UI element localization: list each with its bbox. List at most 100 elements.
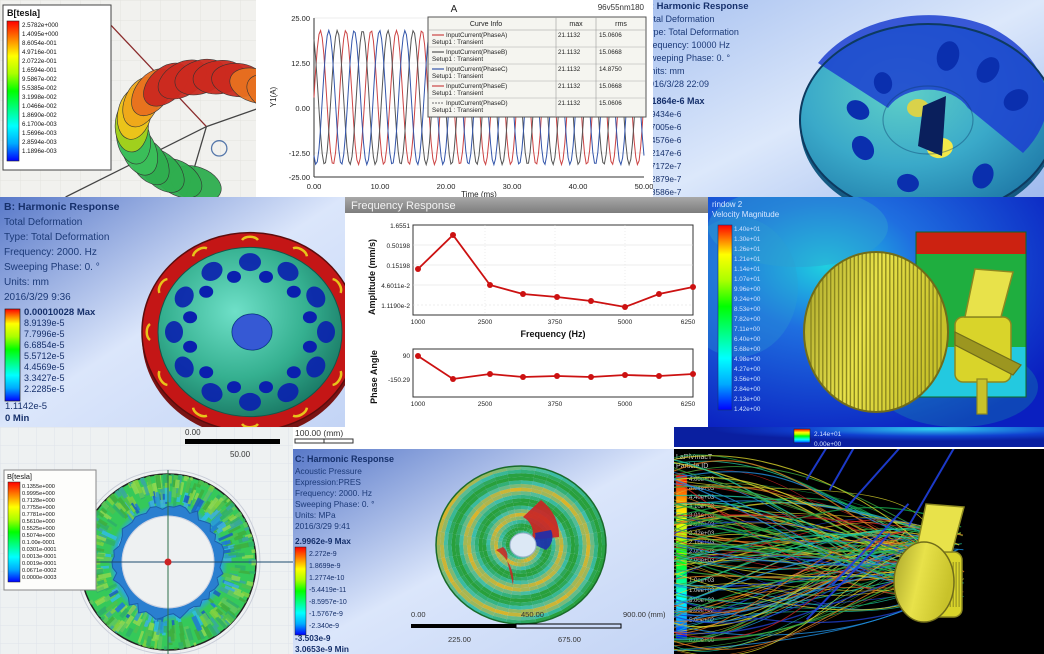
svg-text:20.00: 20.00: [437, 182, 456, 191]
svg-text:C: Harmonic Response: C: Harmonic Response: [295, 454, 394, 464]
svg-text:Amplitude (mm/s): Amplitude (mm/s): [367, 239, 377, 315]
svg-text:2.0722e-001: 2.0722e-001: [22, 58, 57, 65]
svg-text:3.0653e-9 Min: 3.0653e-9 Min: [295, 644, 349, 654]
svg-text:Units: mm: Units: mm: [4, 277, 49, 288]
svg-text:21.1132: 21.1132: [558, 66, 581, 73]
svg-text:0.00010028 Max: 0.00010028 Max: [24, 307, 96, 318]
svg-text:Setup1 : Transient: Setup1 : Transient: [432, 90, 483, 97]
svg-text:rindow 2: rindow 2: [712, 200, 743, 209]
svg-text:Setup1 : Transient: Setup1 : Transient: [432, 39, 483, 46]
svg-text:0.00: 0.00: [307, 182, 322, 191]
svg-text:2016/3/29 9:41: 2016/3/29 9:41: [295, 521, 351, 531]
svg-text:2.14e+01: 2.14e+01: [814, 431, 842, 438]
svg-text:1000: 1000: [411, 401, 426, 408]
svg-text:2500: 2500: [478, 401, 493, 408]
svg-text:1.1896e-003: 1.1896e-003: [22, 148, 57, 155]
svg-text:15.0668: 15.0668: [599, 83, 622, 90]
svg-text:4.27e+00: 4.27e+00: [734, 366, 761, 373]
svg-text:Velocity Magnitude: Velocity Magnitude: [712, 210, 780, 219]
svg-text:B: Harmonic Response: B: Harmonic Response: [653, 1, 749, 12]
svg-text:1.0466e-002: 1.0466e-002: [22, 103, 57, 110]
svg-text:4.4569e-5: 4.4569e-5: [24, 362, 65, 372]
svg-text:InputCurrent(PhaseB): InputCurrent(PhaseB): [446, 49, 507, 56]
svg-text:3750: 3750: [548, 401, 563, 408]
svg-text:Frequency Response: Frequency Response: [351, 200, 456, 212]
svg-text:15.0606: 15.0606: [599, 100, 622, 107]
svg-text:2.8594e-003: 2.8594e-003: [22, 139, 57, 146]
svg-text:1.40e+01: 1.40e+01: [734, 226, 761, 233]
svg-text:6.40e+00: 6.40e+00: [734, 336, 761, 343]
svg-text:0.0013e-0001: 0.0013e-0001: [22, 554, 57, 560]
svg-text:100.00 (mm): 100.00 (mm): [295, 428, 343, 438]
svg-text:-150.29: -150.29: [388, 377, 410, 384]
svg-text:rms: rms: [615, 21, 627, 28]
svg-text:3.3427e-5: 3.3427e-5: [24, 373, 65, 383]
svg-text:0.15198: 0.15198: [387, 263, 411, 270]
svg-text:Frequency: 2000. Hz: Frequency: 2000. Hz: [295, 488, 372, 498]
svg-text:1.8690e-002: 1.8690e-002: [22, 112, 57, 119]
svg-text:0.0671e-0002: 0.0671e-0002: [22, 568, 57, 574]
svg-text:5000: 5000: [618, 401, 633, 408]
svg-text:50.00: 50.00: [230, 450, 251, 459]
svg-text:-8.5957e-10: -8.5957e-10: [309, 599, 347, 606]
svg-text:Y1(A): Y1(A): [269, 86, 278, 107]
svg-text:Setup1 : Transient: Setup1 : Transient: [432, 56, 483, 63]
svg-text:3.1998e-002: 3.1998e-002: [22, 94, 57, 101]
svg-text:1.6551: 1.6551: [390, 223, 410, 230]
svg-text:1.42e+00: 1.42e+00: [734, 406, 761, 413]
svg-text:0.7781e+000: 0.7781e+000: [22, 512, 55, 518]
svg-text:Sweeping Phase: 0. °: Sweeping Phase: 0. °: [653, 53, 731, 63]
svg-text:9.7172e-7: 9.7172e-7: [653, 161, 682, 171]
svg-text:Frequency (Hz): Frequency (Hz): [520, 329, 585, 339]
svg-text:-12.50: -12.50: [289, 149, 310, 158]
svg-text:1.2147e-6: 1.2147e-6: [653, 148, 682, 158]
svg-text:2.84e+00: 2.84e+00: [734, 386, 761, 393]
svg-text:Phase Angle: Phase Angle: [369, 350, 379, 404]
svg-text:1.5696e-003: 1.5696e-003: [22, 130, 57, 137]
svg-text:1.26e+01: 1.26e+01: [734, 246, 761, 253]
svg-text:InputCurrent(PhaseE): InputCurrent(PhaseE): [446, 83, 507, 90]
svg-text:21.1132: 21.1132: [558, 83, 581, 90]
svg-text:Type: Total Deformation: Type: Total Deformation: [4, 232, 109, 243]
svg-text:B[tesla]: B[tesla]: [7, 8, 40, 18]
svg-text:1.1142e-5: 1.1142e-5: [5, 401, 47, 412]
svg-text:50.00: 50.00: [635, 182, 653, 191]
svg-text:21.1132: 21.1132: [558, 100, 581, 107]
svg-text:0 Min: 0 Min: [5, 413, 29, 424]
svg-text:Frequency: 2000. Hz: Frequency: 2000. Hz: [4, 247, 97, 258]
svg-text:6250: 6250: [681, 401, 696, 408]
svg-text:12.50: 12.50: [291, 59, 310, 68]
svg-text:1.4576e-6: 1.4576e-6: [653, 135, 682, 145]
svg-text:max: max: [569, 21, 583, 28]
svg-text:Units: mm: Units: mm: [653, 66, 685, 76]
svg-text:Units: MPa: Units: MPa: [295, 510, 336, 520]
svg-text:30.00: 30.00: [503, 182, 522, 191]
svg-text:InputCurrent(PhaseC): InputCurrent(PhaseC): [446, 66, 508, 73]
svg-text:225.00: 225.00: [448, 635, 471, 644]
svg-text:Setup1 : Transient: Setup1 : Transient: [432, 73, 483, 80]
svg-text:A: A: [451, 4, 458, 15]
svg-text:0.7128e+000: 0.7128e+000: [22, 498, 55, 504]
svg-text:15.0606: 15.0606: [599, 32, 622, 39]
svg-text:Type: Total Deformation: Type: Total Deformation: [653, 27, 739, 37]
svg-text:1.2774e-10: 1.2774e-10: [309, 575, 345, 582]
svg-text:0.1355e+000: 0.1355e+000: [22, 484, 55, 490]
svg-text:96v55nm180: 96v55nm180: [598, 3, 645, 12]
svg-text:0.0019e-0001: 0.0019e-0001: [22, 561, 57, 567]
svg-text:0.7755e+000: 0.7755e+000: [22, 505, 55, 511]
svg-text:5000: 5000: [618, 319, 633, 326]
svg-text:7.7996e-5: 7.7996e-5: [24, 329, 65, 339]
svg-text:1.6594e-001: 1.6594e-001: [22, 67, 57, 74]
svg-text:InputCurrent(PhaseA): InputCurrent(PhaseA): [446, 32, 507, 39]
svg-text:8.53e+00: 8.53e+00: [734, 306, 761, 313]
svg-text:7.82e+00: 7.82e+00: [734, 316, 761, 323]
svg-text:Total Deformation: Total Deformation: [4, 217, 82, 228]
svg-text:1.8699e-9: 1.8699e-9: [309, 563, 341, 570]
svg-text:Setup1 : Transient: Setup1 : Transient: [432, 107, 483, 114]
svg-text:5.5712e-5: 5.5712e-5: [24, 351, 65, 361]
svg-text:25.00: 25.00: [291, 14, 310, 23]
svg-text:450.00: 450.00: [521, 610, 544, 619]
svg-text:Total Deformation: Total Deformation: [653, 14, 715, 24]
svg-text:1.7005e-6: 1.7005e-6: [653, 122, 682, 132]
svg-text:1.14e+01: 1.14e+01: [734, 266, 761, 273]
